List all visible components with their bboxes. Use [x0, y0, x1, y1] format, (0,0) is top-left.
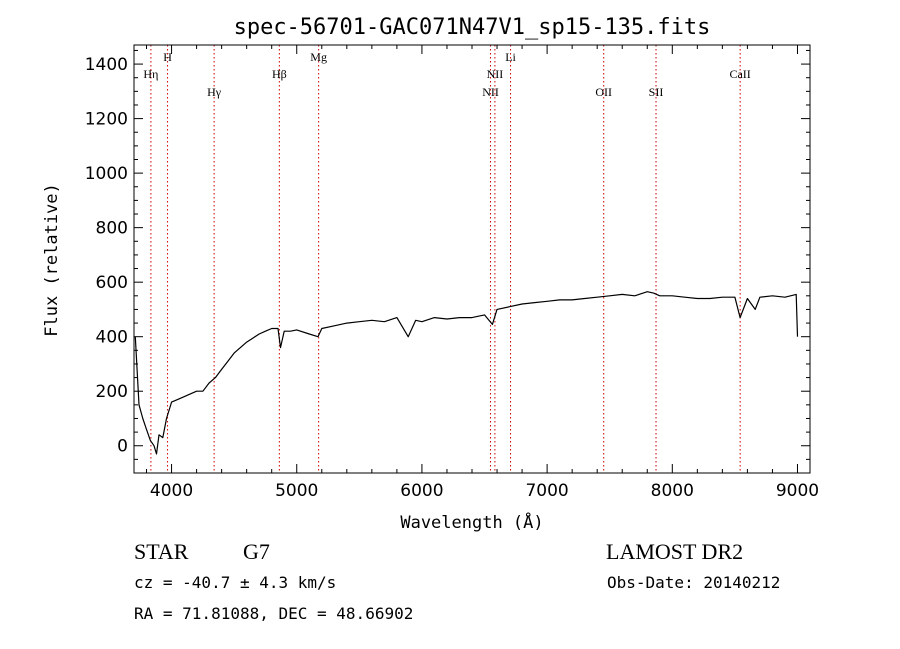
sky-coordinates: RA = 71.81088, DEC = 48.66902 — [134, 604, 414, 623]
x-tick-label: 4000 — [150, 481, 193, 501]
y-tick-label: 1200 — [85, 110, 128, 130]
object-subclass: G7 — [243, 539, 270, 564]
line-marker-label: NII — [482, 85, 499, 99]
line-marker-label: Hη — [143, 67, 158, 81]
plot-frame — [133, 44, 811, 474]
y-tick-label: 600 — [96, 273, 128, 293]
x-tick-label: 5000 — [275, 481, 318, 501]
line-marker-label: H — [163, 50, 172, 64]
line-marker-label: Li — [505, 50, 516, 64]
survey-label: LAMOST DR2 — [606, 539, 744, 564]
y-tick-label: 1000 — [85, 164, 128, 184]
spectrum-series — [134, 291, 799, 455]
y-tick-label: 1400 — [85, 55, 128, 75]
y-tick-label: 0 — [117, 437, 128, 457]
chart-title: spec-56701-GAC071N47V1_sp15-135.fits — [234, 15, 711, 40]
spectrum-line — [134, 291, 799, 455]
object-class: STAR — [134, 539, 189, 564]
line-marker-label: Hγ — [207, 85, 222, 99]
line-marker-label: Hβ — [272, 67, 287, 81]
x-tick-label: 7000 — [525, 481, 568, 501]
line-marker-label: Mg — [310, 50, 327, 64]
line-marker-label: OII — [595, 85, 612, 99]
x-tick-label: 9000 — [776, 481, 819, 501]
y-axis-label: Flux (relative) — [42, 183, 62, 337]
x-axis-label: Wavelength (Å) — [400, 511, 543, 533]
redshift-velocity: cz = -40.7 ± 4.3 km/s — [134, 573, 337, 592]
y-tick-label: 200 — [96, 382, 128, 402]
y-tick-label: 800 — [96, 219, 128, 239]
line-marker-label: NII — [487, 67, 504, 81]
line-marker-label: CaII — [729, 67, 750, 81]
x-tick-label: 8000 — [651, 481, 694, 501]
y-tick-label: 400 — [96, 328, 128, 348]
x-tick-label: 6000 — [400, 481, 443, 501]
line-marker-label: SII — [649, 85, 664, 99]
observation-date: Obs-Date: 20140212 — [607, 573, 781, 592]
axes: 4000 5000 6000 7000 8000 9000 0 200 400 600 800 100… — [85, 45, 819, 501]
